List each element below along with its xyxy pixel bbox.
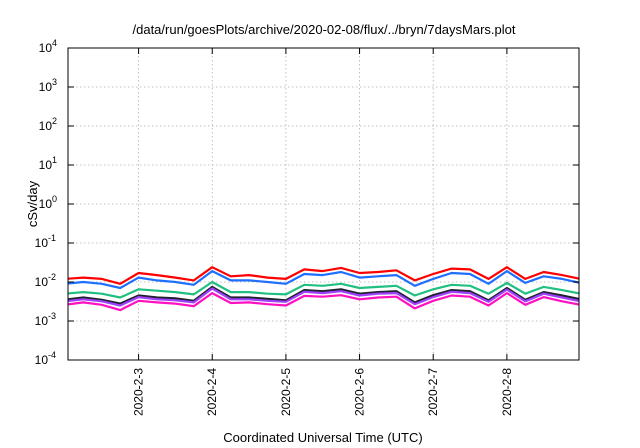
x-tick-label: 2020-2-3 — [132, 368, 146, 416]
series-line-4 — [68, 285, 579, 305]
y-axis-label: cSv/day — [25, 180, 40, 227]
y-tick-base: 10 — [39, 41, 53, 55]
y-tick-exponent: -3 — [48, 311, 56, 321]
y-tick-label: 10 0 — [39, 194, 57, 211]
y-tick-label: 10 1 — [39, 155, 57, 172]
x-tick-label: 2020-2-5 — [279, 368, 293, 416]
y-tick-label: 10 -2 — [35, 272, 56, 289]
y-tick-exponent: 4 — [52, 38, 57, 48]
y-tick-base: 10 — [35, 353, 49, 367]
y-tick-label: 10 -1 — [35, 233, 56, 250]
y-tick-label: 10 4 — [39, 38, 57, 55]
x-tick-label: 2020-2-7 — [426, 368, 440, 416]
y-tick-base: 10 — [39, 119, 53, 133]
x-axis-ticks: 2020-2-3 2020-2-4 2020-2-5 2020-2-6 2020-2-7… — [132, 48, 514, 416]
y-tick-label: 10 3 — [39, 77, 57, 94]
series-line-3 — [68, 280, 579, 299]
grid-lines — [68, 48, 579, 360]
chart-title: /data/run/goesPlots/archive/2020-02-08/f… — [133, 22, 516, 37]
y-tick-label: 10 -4 — [35, 350, 56, 367]
y-tick-base: 10 — [39, 158, 53, 172]
y-tick-exponent: -4 — [48, 350, 56, 360]
x-tick-label: 2020-2-8 — [500, 368, 514, 416]
y-tick-exponent: 0 — [52, 194, 57, 204]
y-tick-exponent: 2 — [52, 116, 57, 126]
y-tick-base: 10 — [35, 314, 49, 328]
y-tick-exponent: -2 — [48, 272, 56, 282]
y-tick-exponent: -1 — [48, 233, 56, 243]
y-tick-label: 10 -3 — [35, 311, 56, 328]
series-line-1 — [68, 266, 579, 285]
series-line-6 — [68, 292, 579, 312]
y-tick-base: 10 — [35, 236, 49, 250]
y-tick-base: 10 — [35, 275, 49, 289]
y-tick-base: 10 — [39, 197, 53, 211]
y-tick-exponent: 1 — [52, 155, 57, 165]
y-tick-base: 10 — [39, 80, 53, 94]
y-tick-exponent: 3 — [52, 77, 57, 87]
series-lines — [68, 266, 579, 312]
x-axis-label: Coordinated Universal Time (UTC) — [223, 430, 422, 445]
y-tick-label: 10 2 — [39, 116, 57, 133]
series-line-2 — [68, 270, 579, 290]
x-tick-label: 2020-2-6 — [353, 368, 367, 416]
x-tick-label: 2020-2-4 — [205, 368, 219, 416]
series-line-5 — [68, 287, 579, 307]
